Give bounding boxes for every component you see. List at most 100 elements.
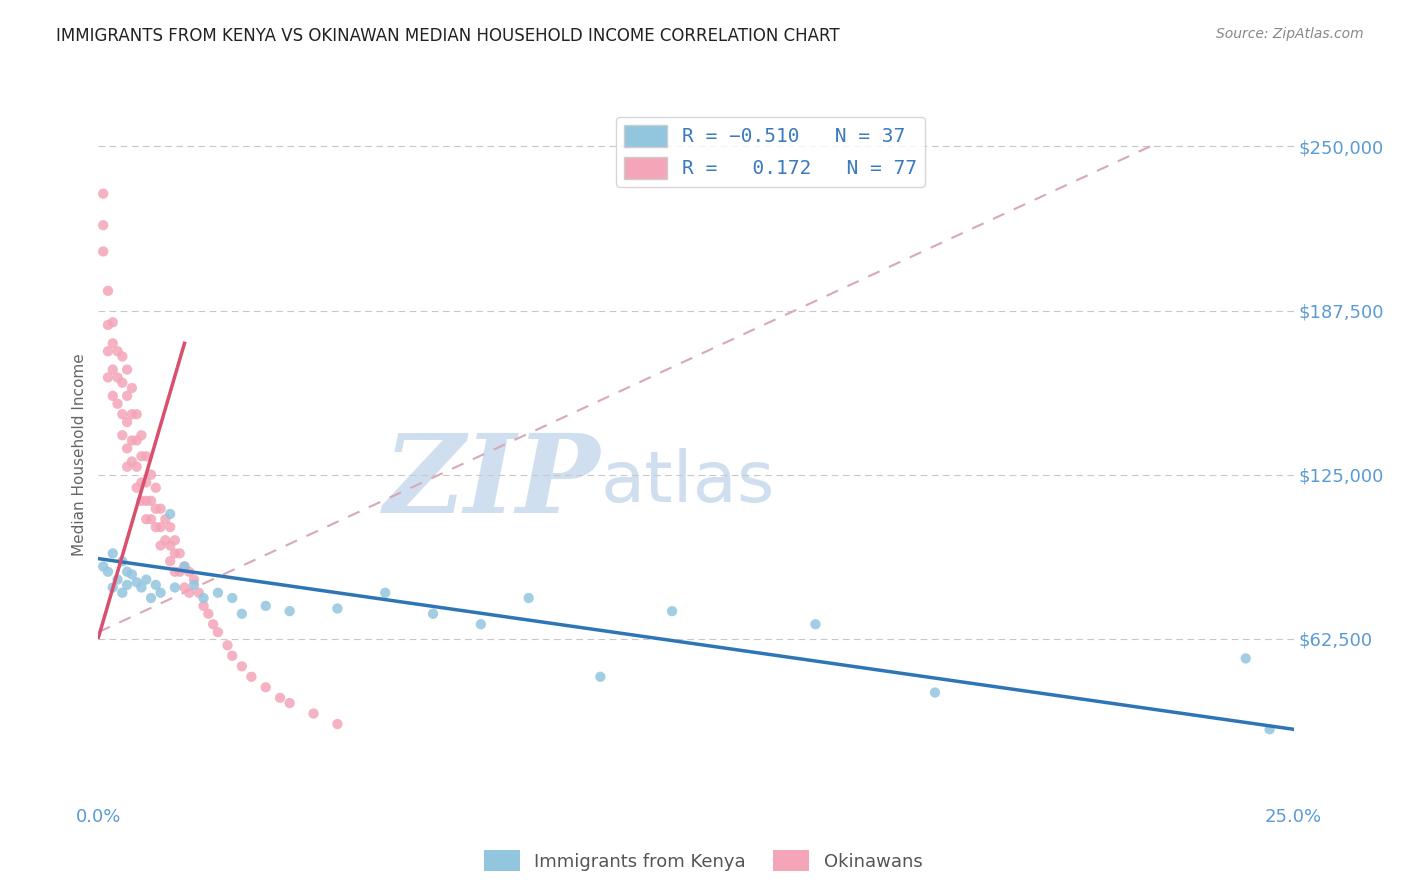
- Point: [422, 607, 444, 621]
- Point: [145, 481, 167, 495]
- Point: [107, 344, 129, 359]
- Point: [125, 459, 148, 474]
- Point: [155, 512, 177, 526]
- Point: [121, 454, 143, 468]
- Point: [121, 407, 143, 421]
- Point: [187, 586, 209, 600]
- Point: [661, 604, 683, 618]
- Point: [517, 591, 540, 605]
- Point: [115, 565, 138, 579]
- Point: [149, 501, 172, 516]
- Point: [111, 376, 134, 390]
- Point: [131, 494, 153, 508]
- Point: [145, 501, 167, 516]
- Point: [91, 186, 114, 201]
- Point: [179, 586, 201, 600]
- Point: [91, 244, 114, 259]
- Point: [326, 717, 349, 731]
- Point: [111, 428, 134, 442]
- Point: [121, 381, 143, 395]
- Point: [115, 459, 138, 474]
- Point: [111, 554, 134, 568]
- Point: [231, 659, 253, 673]
- Point: [173, 559, 195, 574]
- Point: [269, 690, 291, 705]
- Point: [115, 362, 138, 376]
- Point: [159, 520, 181, 534]
- Point: [173, 559, 195, 574]
- Legend: R = −0.510   N = 37, R =   0.172   N = 77: R = −0.510 N = 37, R = 0.172 N = 77: [616, 117, 925, 187]
- Point: [217, 638, 239, 652]
- Point: [202, 617, 225, 632]
- Point: [97, 370, 120, 384]
- Point: [101, 581, 124, 595]
- Point: [131, 581, 153, 595]
- Point: [135, 475, 157, 490]
- Point: [159, 539, 181, 553]
- Point: [149, 520, 172, 534]
- Point: [101, 315, 124, 329]
- Point: [125, 434, 148, 448]
- Point: [163, 565, 186, 579]
- Y-axis label: Median Household Income: Median Household Income: [72, 353, 87, 557]
- Point: [149, 586, 172, 600]
- Point: [125, 481, 148, 495]
- Point: [97, 565, 120, 579]
- Point: [155, 533, 177, 548]
- Point: [145, 578, 167, 592]
- Point: [139, 494, 162, 508]
- Point: [115, 442, 138, 456]
- Point: [115, 389, 138, 403]
- Point: [101, 362, 124, 376]
- Point: [207, 586, 229, 600]
- Point: [131, 428, 153, 442]
- Point: [221, 591, 243, 605]
- Point: [169, 565, 191, 579]
- Point: [231, 607, 253, 621]
- Point: [183, 578, 205, 592]
- Point: [278, 604, 301, 618]
- Point: [159, 554, 181, 568]
- Point: [91, 218, 114, 232]
- Point: [135, 573, 157, 587]
- Point: [111, 350, 134, 364]
- Point: [107, 573, 129, 587]
- Point: [163, 533, 186, 548]
- Point: [135, 494, 157, 508]
- Point: [163, 546, 186, 560]
- Text: ZIP: ZIP: [384, 429, 600, 536]
- Point: [278, 696, 301, 710]
- Point: [193, 591, 215, 605]
- Point: [183, 573, 205, 587]
- Point: [121, 434, 143, 448]
- Point: [470, 617, 492, 632]
- Point: [101, 389, 124, 403]
- Point: [97, 284, 120, 298]
- Point: [163, 581, 186, 595]
- Point: [254, 599, 277, 613]
- Point: [111, 407, 134, 421]
- Point: [115, 578, 138, 592]
- Point: [302, 706, 325, 721]
- Point: [221, 648, 243, 663]
- Point: [374, 586, 396, 600]
- Point: [97, 344, 120, 359]
- Point: [125, 575, 148, 590]
- Point: [1234, 651, 1257, 665]
- Point: [135, 512, 157, 526]
- Point: [169, 546, 191, 560]
- Point: [1258, 723, 1281, 737]
- Legend: Immigrants from Kenya, Okinawans: Immigrants from Kenya, Okinawans: [477, 843, 929, 879]
- Point: [131, 449, 153, 463]
- Text: IMMIGRANTS FROM KENYA VS OKINAWAN MEDIAN HOUSEHOLD INCOME CORRELATION CHART: IMMIGRANTS FROM KENYA VS OKINAWAN MEDIAN…: [56, 27, 839, 45]
- Point: [179, 565, 201, 579]
- Point: [149, 539, 172, 553]
- Text: atlas: atlas: [600, 449, 775, 517]
- Point: [139, 512, 162, 526]
- Point: [139, 467, 162, 482]
- Point: [131, 475, 153, 490]
- Point: [804, 617, 827, 632]
- Point: [135, 449, 157, 463]
- Point: [139, 591, 162, 605]
- Point: [240, 670, 263, 684]
